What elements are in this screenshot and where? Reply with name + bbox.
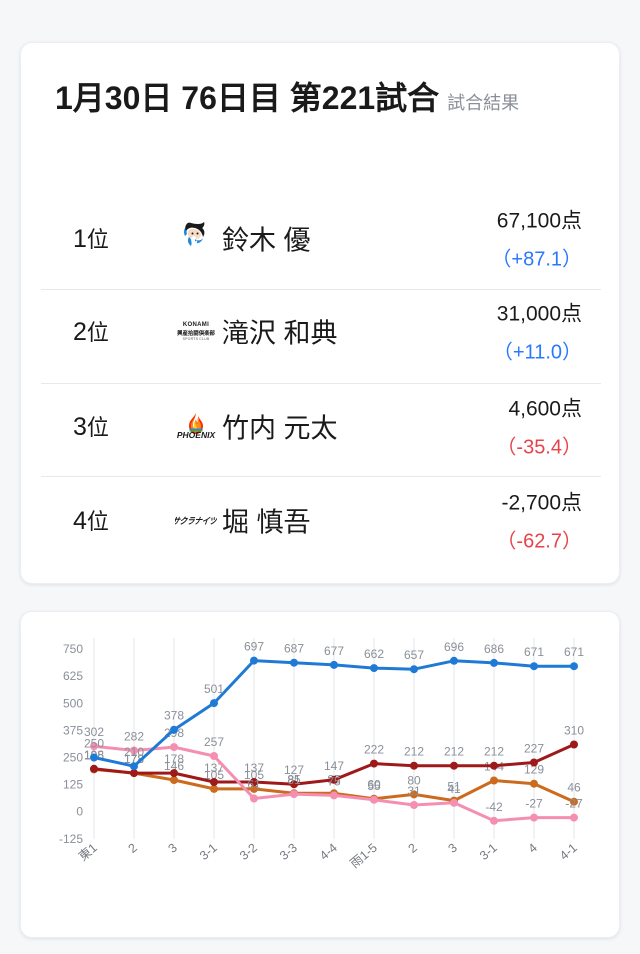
svg-text:75: 75 <box>327 774 341 788</box>
svg-text:310: 310 <box>564 724 584 738</box>
svg-text:375: 375 <box>63 723 83 737</box>
svg-text:雨1-5: 雨1-5 <box>348 841 380 871</box>
svg-text:-125: -125 <box>59 832 83 846</box>
svg-text:657: 657 <box>404 648 424 662</box>
svg-text:250: 250 <box>63 751 83 765</box>
svg-text:46: 46 <box>567 781 581 795</box>
svg-text:3-1: 3-1 <box>477 841 500 863</box>
svg-text:2: 2 <box>406 841 420 856</box>
svg-text:4-4: 4-4 <box>317 841 340 863</box>
svg-text:137: 137 <box>244 761 264 775</box>
svg-text:212: 212 <box>444 745 464 759</box>
svg-text:178: 178 <box>164 752 184 766</box>
svg-text:125: 125 <box>63 778 83 792</box>
svg-text:222: 222 <box>364 743 384 757</box>
svg-text:625: 625 <box>63 669 83 683</box>
svg-text:PHOENIX: PHOENIX <box>177 430 217 440</box>
svg-text:3-3: 3-3 <box>277 841 300 863</box>
svg-text:687: 687 <box>284 642 304 656</box>
svg-text:212: 212 <box>404 745 424 759</box>
svg-text:-27: -27 <box>565 797 583 811</box>
svg-text:250: 250 <box>84 737 104 751</box>
svg-text:677: 677 <box>324 644 344 658</box>
svg-text:41: 41 <box>447 782 461 796</box>
svg-text:61: 61 <box>247 778 261 792</box>
svg-text:697: 697 <box>244 640 264 654</box>
svg-text:2: 2 <box>126 841 140 856</box>
svg-text:81: 81 <box>287 773 301 787</box>
svg-text:686: 686 <box>484 642 504 656</box>
svg-text:696: 696 <box>444 640 464 654</box>
svg-text:0: 0 <box>76 805 83 819</box>
svg-text:3: 3 <box>446 841 460 856</box>
svg-text:282: 282 <box>124 730 144 744</box>
svg-text:257: 257 <box>204 735 224 749</box>
svg-text:378: 378 <box>164 709 184 723</box>
svg-text:671: 671 <box>524 645 544 659</box>
svg-text:4: 4 <box>526 841 540 856</box>
svg-text:3-1: 3-1 <box>197 841 220 863</box>
svg-text:-42: -42 <box>485 800 503 814</box>
svg-text:4-1: 4-1 <box>557 841 580 863</box>
svg-text:-27: -27 <box>525 797 543 811</box>
svg-text:210: 210 <box>124 745 144 759</box>
svg-text:3-2: 3-2 <box>237 841 260 863</box>
svg-text:501: 501 <box>204 682 224 696</box>
svg-text:212: 212 <box>484 745 504 759</box>
svg-text:671: 671 <box>564 645 584 659</box>
svg-text:147: 147 <box>324 759 344 773</box>
svg-text:227: 227 <box>524 742 544 756</box>
svg-text:31: 31 <box>407 784 421 798</box>
svg-text:55: 55 <box>367 779 381 793</box>
svg-text:750: 750 <box>63 642 83 656</box>
svg-text:662: 662 <box>364 647 384 661</box>
svg-text:500: 500 <box>63 696 83 710</box>
svg-text:3: 3 <box>166 841 180 856</box>
